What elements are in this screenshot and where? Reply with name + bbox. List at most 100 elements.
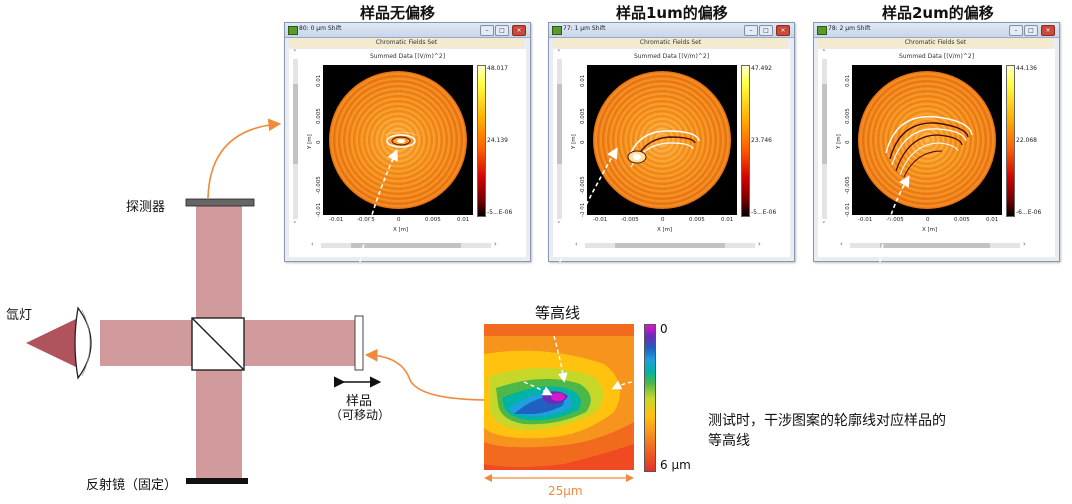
detector-label: 探测器 xyxy=(126,200,166,215)
scroll-up-icon[interactable]: ˄ xyxy=(293,49,297,57)
plot-title: Summed Data [(V/m)^2] xyxy=(633,53,710,60)
caption-line-2: 等高线 xyxy=(708,433,750,449)
window-subtitle: Chromatic Fields Set xyxy=(289,38,524,48)
x-tick: -0.005 xyxy=(357,217,375,223)
plot-area: Summed Data [(V/m)^2] ˄ ˅ 48.017 24.139 … xyxy=(289,49,526,257)
fringe-pointer-1 xyxy=(359,149,398,263)
simulation-window-0um[interactable]: 80: 0 µm Shift – □ × Chromatic Fields Se… xyxy=(284,22,531,262)
fringe-spot xyxy=(627,130,700,168)
x-tick: 0.005 xyxy=(425,217,441,223)
intensity-image xyxy=(852,65,1002,215)
plot-title: Summed Data [(V/m)^2] xyxy=(369,53,446,60)
vertical-scrollbar[interactable] xyxy=(557,59,562,219)
mirror-label: 反射镜（固定） xyxy=(86,478,178,493)
caption-line-1: 测试时，干涉图案的轮廓线对应样品的 xyxy=(708,413,946,429)
condenser-lens xyxy=(74,306,92,380)
maximize-button[interactable]: □ xyxy=(495,25,509,36)
plot-area: Summed Data [(V/m)^2] ˄ ˅ 44.136 22.068 … xyxy=(818,49,1055,257)
detector-plate xyxy=(185,198,255,207)
window-subtitle: Chromatic Fields Set xyxy=(818,38,1053,48)
fixed-mirror xyxy=(186,478,248,484)
scroll-down-icon[interactable]: ˅ xyxy=(293,221,297,229)
plot-area: Summed Data [(V/m)^2] ˄ ˅ 47.492 23.746 … xyxy=(553,49,790,257)
simulation-window-2um[interactable]: 78: 2 µm Shift – □ × Chromatic Fields Se… xyxy=(813,22,1060,262)
app-icon xyxy=(552,26,562,35)
close-button[interactable]: × xyxy=(512,25,526,36)
colorbar-mid: 24.139 xyxy=(487,137,508,144)
colorbar-mid: 22.068 xyxy=(1016,137,1037,144)
close-button[interactable]: × xyxy=(776,25,790,36)
fringe-pointer-3 xyxy=(879,175,910,263)
scroll-right-icon[interactable]: › xyxy=(494,240,497,248)
x-axis-label: X [m] xyxy=(922,227,938,233)
minimize-button[interactable]: – xyxy=(1009,25,1023,36)
scroll-down-icon[interactable]: ˅ xyxy=(557,221,561,229)
panel-title-2um-shift: 样品2um的偏移 xyxy=(882,4,994,22)
colorbar-mid: 23.746 xyxy=(751,137,772,144)
window-titlebar[interactable]: 78: 2 µm Shift – □ × xyxy=(814,23,1059,38)
width-dimension-arrow xyxy=(484,474,634,482)
window-title: 78: 2 µm Shift xyxy=(828,25,871,32)
x-tick: -0.01 xyxy=(858,217,873,223)
lamp-cone xyxy=(26,318,78,368)
scroll-left-icon[interactable]: ‹ xyxy=(311,240,314,248)
vertical-scrollbar[interactable] xyxy=(293,59,298,219)
maximize-button[interactable]: □ xyxy=(1024,25,1038,36)
x-tick: 0.005 xyxy=(954,217,970,223)
panel-title-1um-shift: 样品1um的偏移 xyxy=(616,4,728,22)
contour-scale xyxy=(644,324,656,472)
horizontal-scrollbar[interactable] xyxy=(585,243,755,248)
colorbar-min: -5...E-06 xyxy=(487,209,513,216)
x-tick: 0.005 xyxy=(689,217,705,223)
scroll-right-icon[interactable]: › xyxy=(1023,240,1026,248)
x-tick: 0 xyxy=(661,217,665,223)
scroll-up-icon[interactable]: ˄ xyxy=(822,49,826,57)
window-titlebar[interactable]: 77: 1 µm Shift – □ × xyxy=(549,23,794,38)
minimize-button[interactable]: – xyxy=(744,25,758,36)
scroll-right-icon[interactable]: › xyxy=(758,240,761,248)
x-tick: -0.005 xyxy=(621,217,639,223)
fringe-pointer-2 xyxy=(559,147,618,263)
fringe-spot xyxy=(885,115,973,178)
contour-width-label: 25μm xyxy=(548,484,583,498)
scroll-down-icon[interactable]: ˅ xyxy=(822,221,826,229)
detector-to-window-arrow xyxy=(207,118,282,199)
colorbar xyxy=(477,65,486,217)
colorbar xyxy=(741,65,750,217)
minimize-button[interactable]: – xyxy=(480,25,494,36)
horizontal-scrollbar[interactable] xyxy=(321,243,491,248)
lamp-label: 氙灯 xyxy=(6,308,33,323)
x-tick: -0.01 xyxy=(593,217,608,223)
colorbar-min: -5...E-06 xyxy=(751,209,777,216)
scroll-left-icon[interactable]: ‹ xyxy=(575,240,578,248)
scroll-left-icon[interactable]: ‹ xyxy=(840,240,843,248)
colorbar-max: 47.492 xyxy=(751,65,772,72)
window-titlebar[interactable]: 80: 0 µm Shift – □ × xyxy=(285,23,530,38)
sample-label: 样品 xyxy=(346,394,373,409)
x-tick: 0.01 xyxy=(457,217,470,223)
contour-title: 等高线 xyxy=(535,304,581,322)
maximize-button[interactable]: □ xyxy=(759,25,773,36)
window-title: 80: 0 µm Shift xyxy=(299,25,342,32)
sample-plate xyxy=(354,315,364,371)
sample-movable-label: （可移动） xyxy=(330,408,391,422)
scroll-up-icon[interactable]: ˄ xyxy=(557,49,561,57)
horizontal-scrollbar[interactable] xyxy=(850,243,1020,248)
app-icon xyxy=(817,26,827,35)
simulation-window-1um[interactable]: 77: 1 µm Shift – □ × Chromatic Fields Se… xyxy=(548,22,795,262)
contour-to-sample-arrow xyxy=(364,348,491,401)
vertical-scrollbar[interactable] xyxy=(822,59,827,219)
fringe-spot xyxy=(384,131,418,148)
x-tick: 0 xyxy=(397,217,401,223)
x-tick: 0.01 xyxy=(721,217,734,223)
x-tick: 0.01 xyxy=(986,217,999,223)
close-button[interactable]: × xyxy=(1041,25,1055,36)
window-title: 77: 1 µm Shift xyxy=(563,25,606,32)
app-icon xyxy=(288,26,298,35)
contour-scale-bottom: 6 μm xyxy=(660,458,691,472)
contour-scale-top: 0 xyxy=(660,322,668,336)
intensity-image xyxy=(587,65,737,215)
x-tick: -0.01 xyxy=(329,217,344,223)
colorbar-max: 44.136 xyxy=(1016,65,1037,72)
